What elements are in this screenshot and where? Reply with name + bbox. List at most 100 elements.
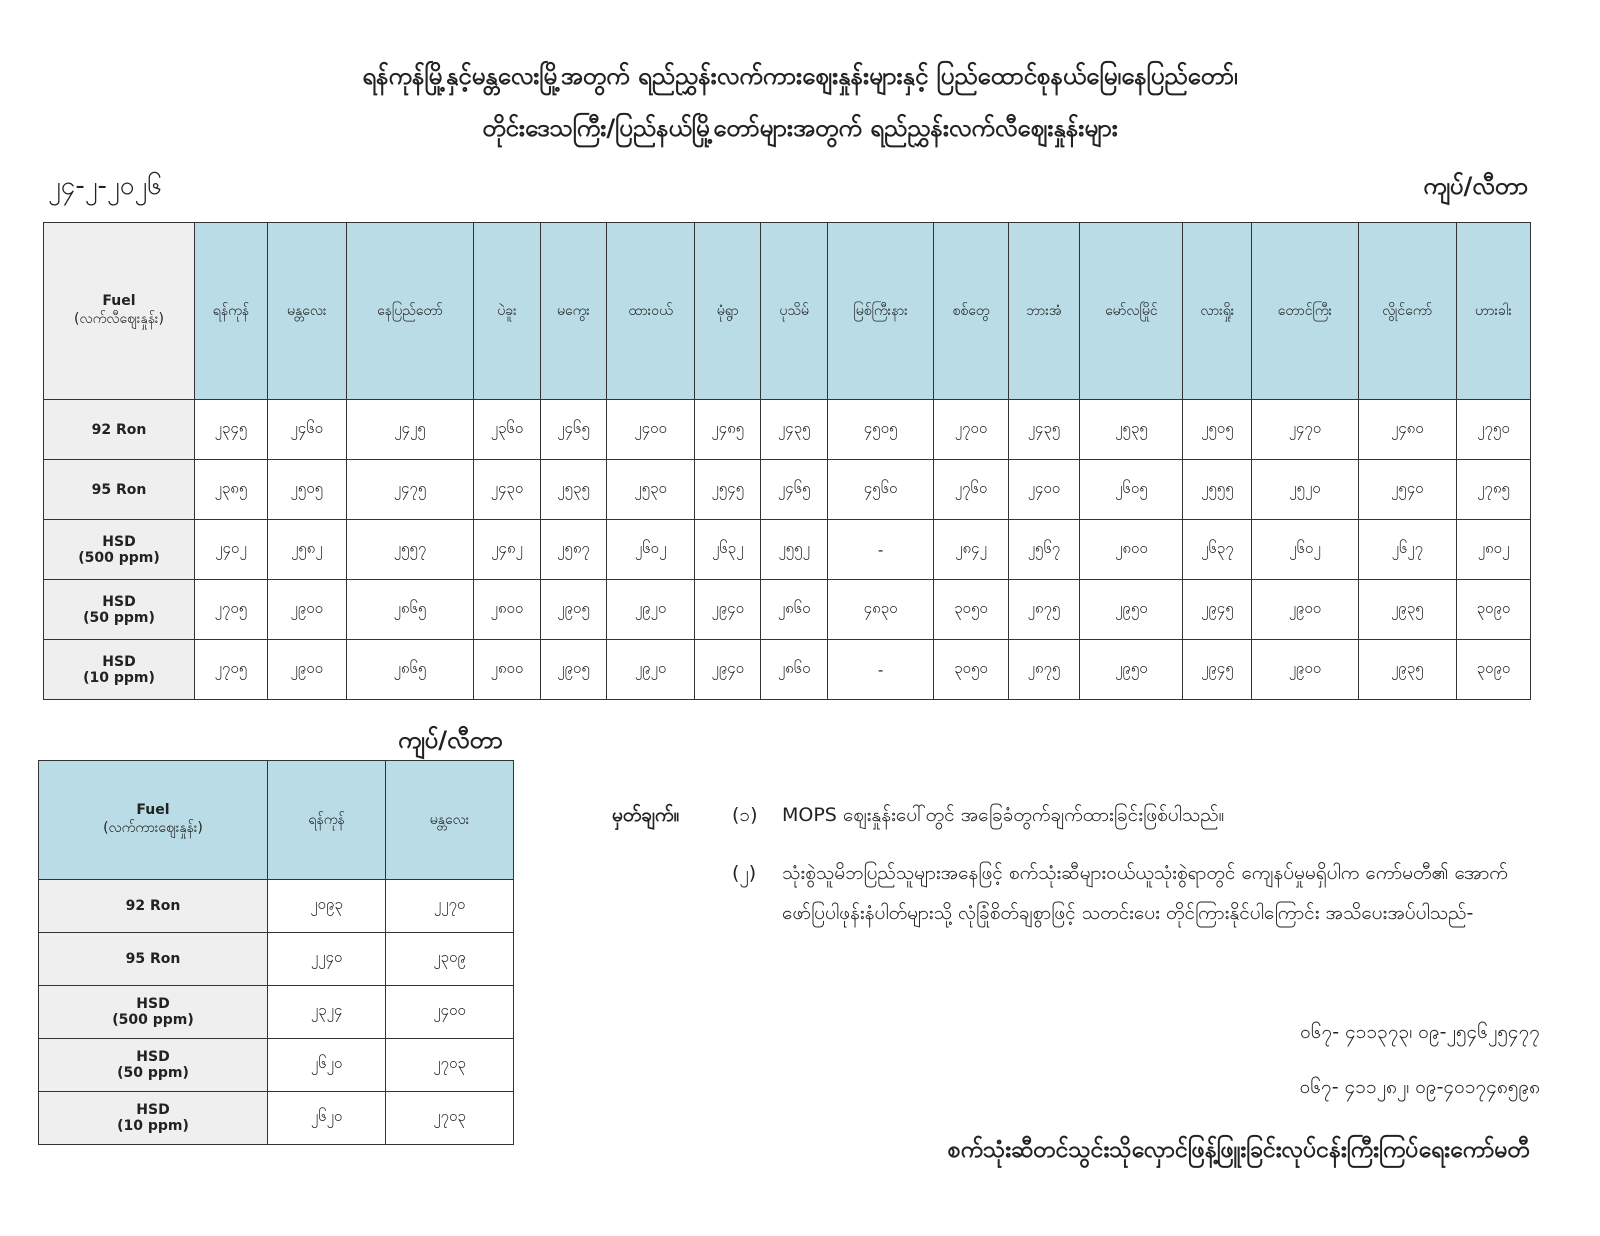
city-header: ပဲခူး [473, 222, 541, 400]
fuel-name: 95 Ron [91, 481, 147, 498]
price-cell: ၂၆၃၂ [693, 519, 762, 580]
note-number: (၂) [732, 862, 757, 884]
price-cell: ၂၃၆၀ [473, 399, 541, 460]
price-cell: ၄၅၆၀ [826, 459, 935, 520]
price-cell: ၂၆၀၂ [1251, 519, 1359, 580]
price-cell: ၂၅၅၂ [760, 519, 828, 580]
table-row: HSD (50 ppm) ၂၆၂၀ ၂၇၀၃ [38, 1038, 514, 1092]
price-cell: ၂၆၃၇ [1182, 519, 1253, 580]
price-cell: - [826, 639, 935, 700]
fuel-header: Fuel [136, 801, 170, 818]
price-cell: ၂၉၄၀ [693, 639, 762, 700]
fuel-row-header: HSD (500 ppm) [38, 985, 268, 1039]
price-cell: ၂၅၆၇ [1007, 519, 1081, 580]
price-cell: ၂၈၇၅ [1007, 639, 1081, 700]
price-cell: ၂၄၇၅ [345, 459, 475, 520]
price-cell: ၂၉၀၀ [1251, 639, 1359, 700]
price-cell: ၂၉၄၅ [1182, 579, 1253, 640]
price-cell: ၂၅၄၀ [1357, 459, 1457, 520]
price-cell: ၂၄၇၀ [1251, 399, 1359, 460]
price-cell: ၂၉၀၀ [266, 579, 347, 640]
price-cell: ၂၈၀၀ [1079, 519, 1184, 580]
price-cell: ၂၆၂၀ [266, 1091, 387, 1145]
price-cell: ၂၈၆၀ [760, 579, 828, 640]
price-cell: ၂၄၃၅ [1007, 399, 1081, 460]
fuel-row-header: 92 Ron [38, 879, 268, 933]
fuel-row-header: HSD (10 ppm) [43, 639, 195, 700]
price-cell: - [826, 519, 935, 580]
note-item: (၂) သုံးစွဲသူမိဘပြည်သူများအနေဖြင့် စက်သု… [732, 853, 1522, 933]
phone-line: ၀၆၇- ၄၁၁၃၇၃၊ ၀၉-၂၅၄၆၂၅၄၇၇ [1300, 1021, 1540, 1043]
price-cell: ၂၉၄၀ [693, 579, 762, 640]
price-cell: ၂၀၉၃ [266, 879, 387, 933]
table-row: HSD (10 ppm) ၂၇၀၅ ၂၉၀၀ ၂၈၆၅ ၂၈၀၀ ၂၉၀၅ ၂၉၂၀ ၂၉၄၀၂… [43, 639, 1532, 700]
fuel-name: HSD [136, 1049, 170, 1065]
price-cell: ၂၈၀၂ [1455, 519, 1532, 580]
city-header: ရန်ကုန် [266, 760, 387, 880]
price-cell: ၂၅၅၇ [345, 519, 475, 580]
price-cell: ၂၄၀၀ [606, 399, 695, 460]
price-cell: ၃၀၉၀ [1455, 579, 1532, 640]
price-cell: ၂၆၀၅ [1079, 459, 1184, 520]
table-row: HSD (50 ppm) ၂၇၀၅ ၂၉၀၀ ၂၈၆၅ ၂၈၀၀ ၂၉၀၅ ၂၉၂၀ ၂၉၄၀၂… [43, 579, 1532, 640]
fuel-subheader: (လက်ကားဈေးနှုန်း) [103, 819, 203, 836]
price-cell: ၂၉၃၅ [1357, 639, 1457, 700]
price-cell: ၂၇၀၅ [194, 639, 268, 700]
city-header: မန္တလေး [385, 760, 514, 880]
price-cell: ၂၅၈၇ [539, 519, 608, 580]
price-cell: ၂၈၆၅ [345, 579, 475, 640]
city-header: မြစ်ကြီးနား [826, 222, 935, 400]
price-cell: ၂၅၃၀ [606, 459, 695, 520]
fuel-name: 92 Ron [91, 421, 147, 438]
price-cell: ၂၉၀၅ [539, 579, 608, 640]
city-header: မုံရွာ [693, 222, 762, 400]
phone-line: ၀၆၇- ၄၁၁၂၈၂၊ ၀၉-၄၀၁၇၄၈၅၉၈ [1299, 1076, 1540, 1098]
price-cell: ၂၇၆၀ [933, 459, 1009, 520]
price-cell: ၂၄၆၅ [760, 459, 828, 520]
price-cell: ၂၈၀၀ [473, 639, 541, 700]
table-row: 92 Ron ၂၀၉၃ ၂၂၇၀ [38, 879, 514, 933]
fuel-row-header: 92 Ron [43, 399, 195, 460]
price-cell: ၂၄၀၀ [1007, 459, 1081, 520]
fuel-row-header: HSD (500 ppm) [43, 519, 195, 580]
table-row: HSD (10 ppm) ၂၆၂၀ ၂၇၀၃ [38, 1091, 514, 1145]
title-line1: ရန်ကုန်မြို့နှင့်မန္တလေးမြို့အတွက် ရည်ညွ… [362, 62, 1238, 90]
price-cell: ၂၃၄၅ [194, 399, 268, 460]
notes-label: မှတ်ချက်။ [612, 804, 680, 826]
price-cell: ၂၅၃၅ [1079, 399, 1184, 460]
city-header: မကွေး [539, 222, 608, 400]
price-cell: ၂၅၃၅ [539, 459, 608, 520]
price-cell: ၂၂၄၀ [266, 932, 387, 986]
city-header: နေပြည်တော် [345, 222, 475, 400]
fuel-spec: (50 ppm) [117, 1065, 189, 1081]
price-cell: ၂၆၂၀ [266, 1038, 387, 1092]
price-cell: ၂၄၆၀ [266, 399, 347, 460]
wholesale-price-table: Fuel (လက်ကားဈေးနှုန်း) ရန်ကုန် မန္တလေး 92… [38, 760, 514, 1145]
price-cell: ၂၅၄၅ [693, 459, 762, 520]
price-cell: ၂၇၀၀ [933, 399, 1009, 460]
city-header: ဘားအံ [1007, 222, 1081, 400]
price-cell: ၂၄၆၅ [539, 399, 608, 460]
city-header: မန္တလေး [266, 222, 347, 400]
note-number: (၁) [732, 804, 758, 826]
fuel-row-header: HSD (10 ppm) [38, 1091, 268, 1145]
city-header: ပုသိမ် [760, 222, 828, 400]
price-cell: ၂၉၃၅ [1357, 579, 1457, 640]
price-cell: ၄၈၃၀ [826, 579, 935, 640]
price-cell: ၂၃၀၉ [385, 932, 514, 986]
fuel-row-header: 95 Ron [43, 459, 195, 520]
wholesale-unit: ကျပ်/လီတာ [398, 726, 503, 754]
price-cell: ၂၄၈၅ [693, 399, 762, 460]
fuel-column-header: Fuel (လက်လီဈေးနှုန်း) [43, 222, 195, 400]
fuel-row-header: HSD (50 ppm) [43, 579, 195, 640]
fuel-spec: (50 ppm) [83, 609, 155, 626]
price-cell: ၂၄၂၅ [345, 399, 475, 460]
note-text: MOPS ဈေးနှုန်းပေါ်တွင် အခြေခံတွက်ချက်ထား… [782, 804, 1225, 826]
city-header: လားရှိုး [1182, 222, 1253, 400]
fuel-header: Fuel [102, 292, 136, 309]
price-cell: ၂၄၃၀ [473, 459, 541, 520]
price-cell: ၂၉၅၀ [1079, 579, 1184, 640]
price-cell: ၂၅၀၅ [1182, 399, 1253, 460]
table-row: 92 Ron ၂၃၄၅ ၂၄၆၀ ၂၄၂၅ ၂၃၆၀ ၂၄၆၅ ၂၄၀၀ ၂၄၈၅ ၂၄၃၅ ၄၅… [43, 399, 1532, 460]
price-cell: ၄၅၀၅ [826, 399, 935, 460]
